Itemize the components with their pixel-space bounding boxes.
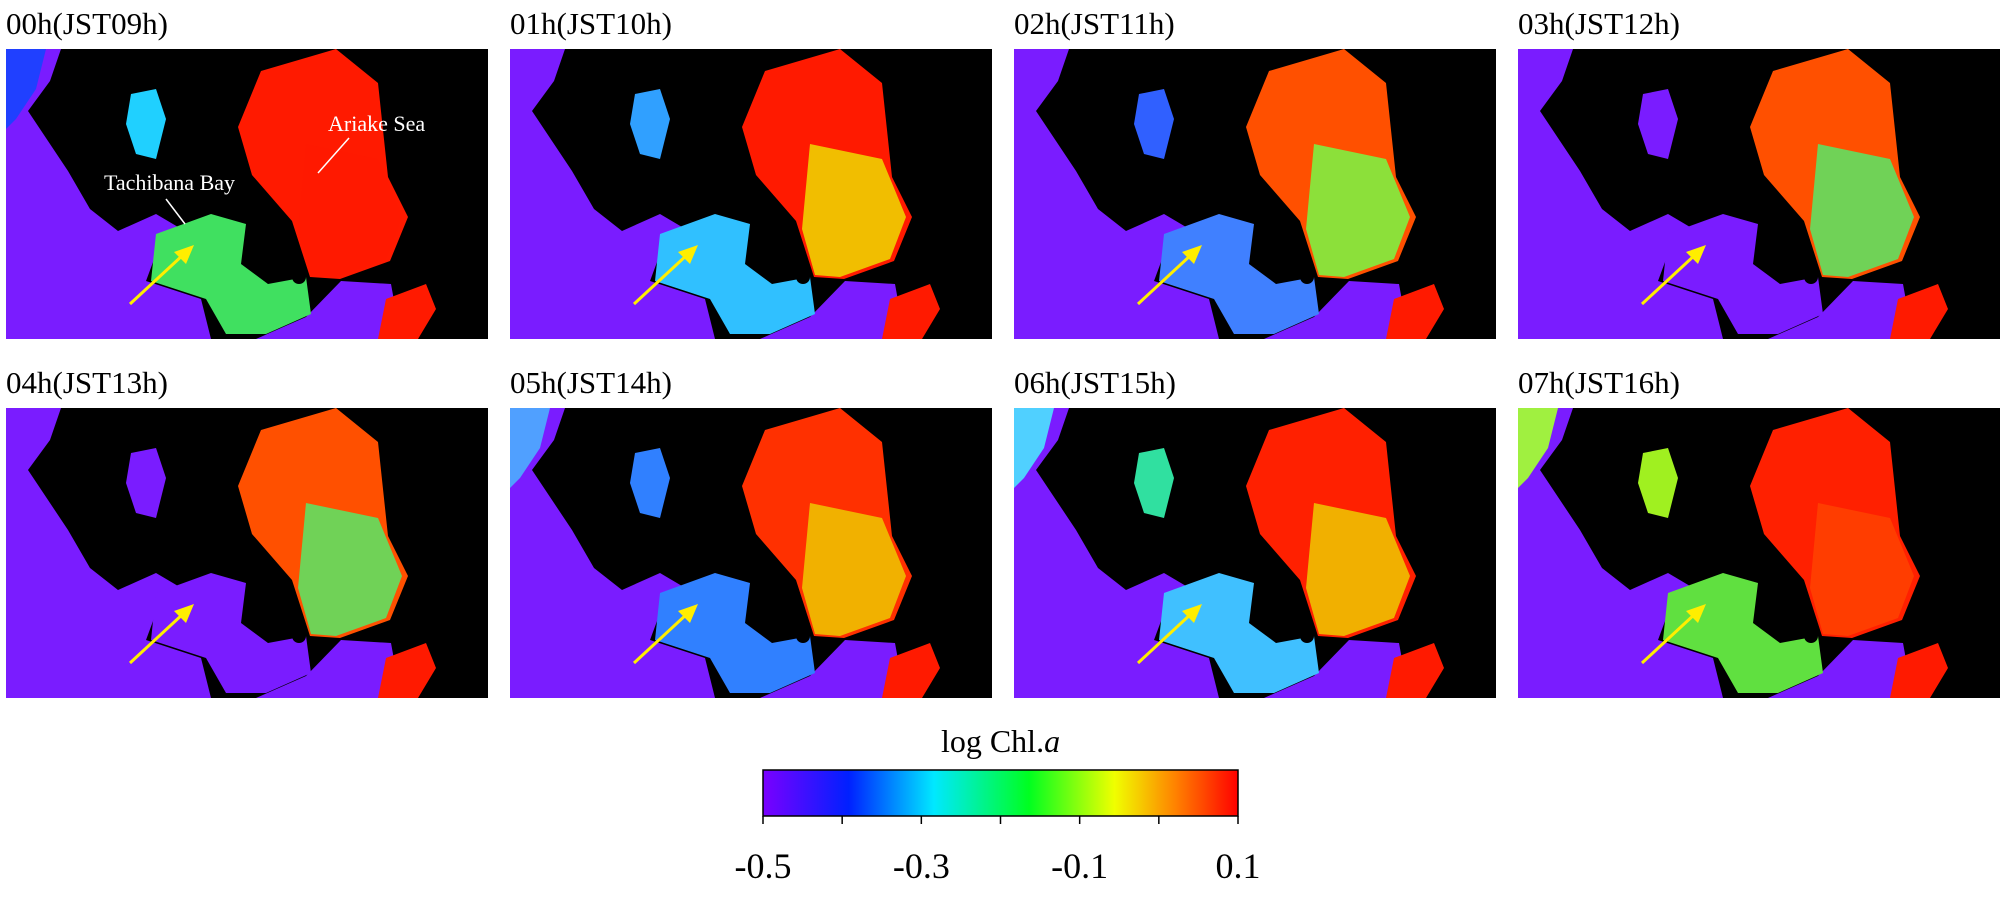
- tick-label: -0.3: [893, 846, 950, 886]
- panel-title: 07h(JST16h): [1518, 365, 1680, 400]
- label-italic: a: [1044, 723, 1060, 759]
- tick-label: 0.1: [1216, 846, 1261, 886]
- label-text: log Chl.: [941, 723, 1044, 759]
- map-panel: [1012, 406, 1498, 700]
- annotation: Tachibana Bay: [104, 170, 235, 195]
- panel-title: 04h(JST13h): [6, 365, 168, 400]
- map-panel: [508, 47, 994, 341]
- map-panel: [1012, 47, 1498, 341]
- map-image: [4, 406, 490, 700]
- tick-label: -0.1: [1051, 846, 1108, 886]
- map-image: [1516, 47, 2002, 341]
- panel-title: 05h(JST14h): [510, 365, 672, 400]
- map-image: [1516, 406, 2002, 700]
- panel-title: 01h(JST10h): [510, 6, 672, 41]
- map-panel: [1516, 47, 2002, 341]
- map-panel: [4, 406, 490, 700]
- map-image: [1012, 406, 1498, 700]
- panel-title: 02h(JST11h): [1014, 6, 1175, 41]
- colorbar: [762, 769, 1239, 817]
- panel-title: 00h(JST09h): [6, 6, 168, 41]
- map-image: [508, 47, 994, 341]
- map-image: [4, 47, 490, 341]
- map-panel: Ariake Sea Tachibana Bay: [4, 47, 490, 341]
- annotation: Ariake Sea: [328, 111, 425, 136]
- colorbar-label: log Chl.a: [941, 723, 1060, 759]
- map-panel: [508, 406, 994, 700]
- map-image: [1012, 47, 1498, 341]
- panel-title: 03h(JST12h): [1518, 6, 1680, 41]
- map-panel: [1516, 406, 2002, 700]
- leader-line: [165, 198, 186, 225]
- panel-title: 06h(JST15h): [1014, 365, 1176, 400]
- tick-label: -0.5: [735, 846, 792, 886]
- leader-line: [317, 137, 350, 174]
- map-image: [508, 406, 994, 700]
